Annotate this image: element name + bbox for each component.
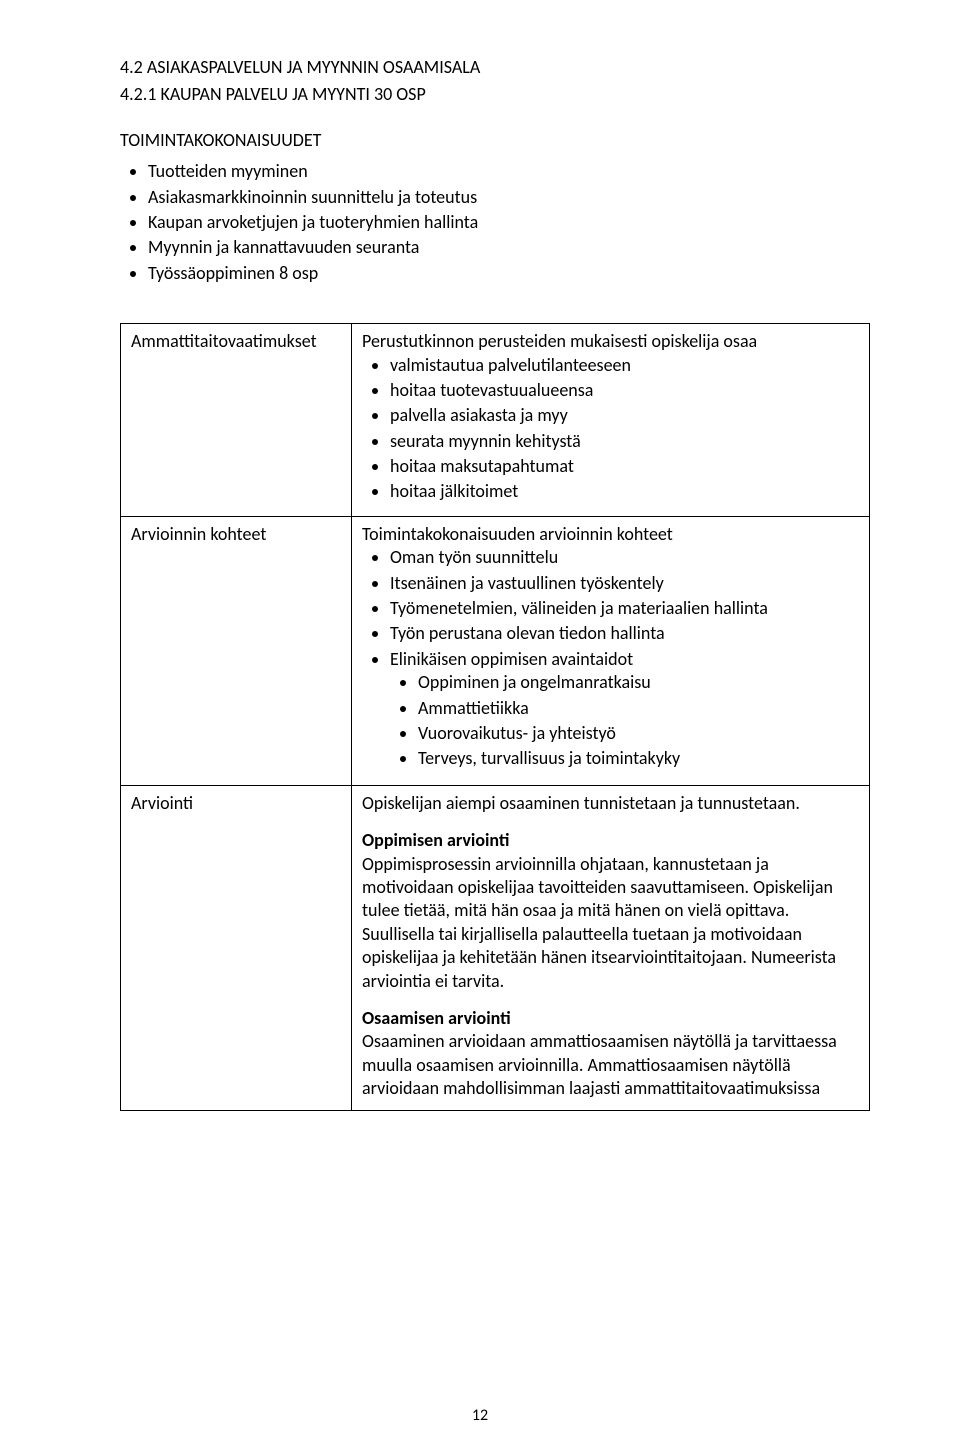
- list-item-label: Elinikäisen oppimisen avaintaidot: [390, 648, 633, 670]
- assessment-p2: Osaamisen arviointi Osaaminen arvioidaan…: [362, 1007, 859, 1101]
- targets-list: Oman työn suunnittelu Itsenäinen ja vast…: [390, 546, 859, 775]
- info-table: Ammattitaitovaatimukset Perustutkinnon p…: [120, 323, 870, 1111]
- list-item: Vuorovaikutus- ja yhteistyö: [418, 722, 859, 747]
- list-item: hoitaa tuotevastuualueensa: [390, 379, 859, 404]
- block-title: TOIMINTAKOKONAISUUDET: [120, 129, 870, 152]
- list-item: palvella asiakasta ja myy: [390, 404, 859, 429]
- list-item: Oman työn suunnittelu: [390, 546, 859, 571]
- targets-sublist: Oppiminen ja ongelmanratkaisu Ammattieti…: [418, 671, 859, 773]
- list-item: Itsenäinen ja vastuullinen työskentely: [390, 572, 859, 597]
- list-item: Myynnin ja kannattavuuden seuranta: [148, 236, 870, 261]
- section-heading: 4.2 ASIAKASPALVELUN JA MYYNNIN OSAAMISAL…: [120, 56, 870, 79]
- row-content: Toimintakokonaisuuden arvioinnin kohteet…: [352, 516, 870, 785]
- assessment-p1: Oppimisen arviointi Oppimisprosessin arv…: [362, 829, 859, 993]
- list-item: Terveys, turvallisuus ja toimintakyky: [418, 747, 859, 772]
- row-content: Perustutkinnon perusteiden mukaisesti op…: [352, 324, 870, 517]
- p1-body: Oppimisprosessin arvioinnilla ohjataan, …: [362, 853, 836, 992]
- table-row: Arvioinnin kohteet Toimintakokonaisuuden…: [121, 516, 870, 785]
- page-number: 12: [0, 1406, 960, 1427]
- p2-body: Osaaminen arvioidaan ammattiosaamisen nä…: [362, 1030, 837, 1099]
- list-item: Kaupan arvoketjujen ja tuoteryhmien hall…: [148, 211, 870, 236]
- list-item: Työssäoppiminen 8 osp: [148, 262, 870, 287]
- row-lead: Perustutkinnon perusteiden mukaisesti op…: [362, 330, 757, 352]
- list-item: hoitaa maksutapahtumat: [390, 455, 859, 480]
- row-label: Arvioinnin kohteet: [121, 516, 352, 785]
- document-page: 4.2 ASIAKASPALVELUN JA MYYNNIN OSAAMISAL…: [0, 0, 960, 1451]
- row-label: Arviointi: [121, 785, 352, 1111]
- list-item: seurata myynnin kehitystä: [390, 430, 859, 455]
- p1-title: Oppimisen arviointi: [362, 829, 509, 851]
- list-item: Työn perustana olevan tiedon hallinta: [390, 622, 859, 647]
- p2-title: Osaamisen arviointi: [362, 1007, 511, 1029]
- list-item: Oppiminen ja ongelmanratkaisu: [418, 671, 859, 696]
- assessment-intro: Opiskelijan aiempi osaaminen tunnistetaa…: [362, 792, 859, 815]
- list-item: hoitaa jälkitoimet: [390, 480, 859, 505]
- row-content: Opiskelijan aiempi osaaminen tunnistetaa…: [352, 785, 870, 1111]
- block-list: Tuotteiden myyminen Asiakasmarkkinoinnin…: [148, 160, 870, 287]
- req-list: valmistautua palvelutilanteeseen hoitaa …: [390, 354, 859, 506]
- list-item: valmistautua palvelutilanteeseen: [390, 354, 859, 379]
- row-label: Ammattitaitovaatimukset: [121, 324, 352, 517]
- list-item: Työmenetelmien, välineiden ja materiaali…: [390, 597, 859, 622]
- list-item: Elinikäisen oppimisen avaintaidot Oppimi…: [390, 648, 859, 775]
- list-item: Asiakasmarkkinoinnin suunnittelu ja tote…: [148, 186, 870, 211]
- table-row: Arviointi Opiskelijan aiempi osaaminen t…: [121, 785, 870, 1111]
- list-item: Ammattietiikka: [418, 697, 859, 722]
- list-item: Tuotteiden myyminen: [148, 160, 870, 185]
- section-subheading: 4.2.1 KAUPAN PALVELU JA MYYNTI 30 OSP: [120, 83, 870, 106]
- table-row: Ammattitaitovaatimukset Perustutkinnon p…: [121, 324, 870, 517]
- row-lead: Toimintakokonaisuuden arvioinnin kohteet: [362, 523, 673, 545]
